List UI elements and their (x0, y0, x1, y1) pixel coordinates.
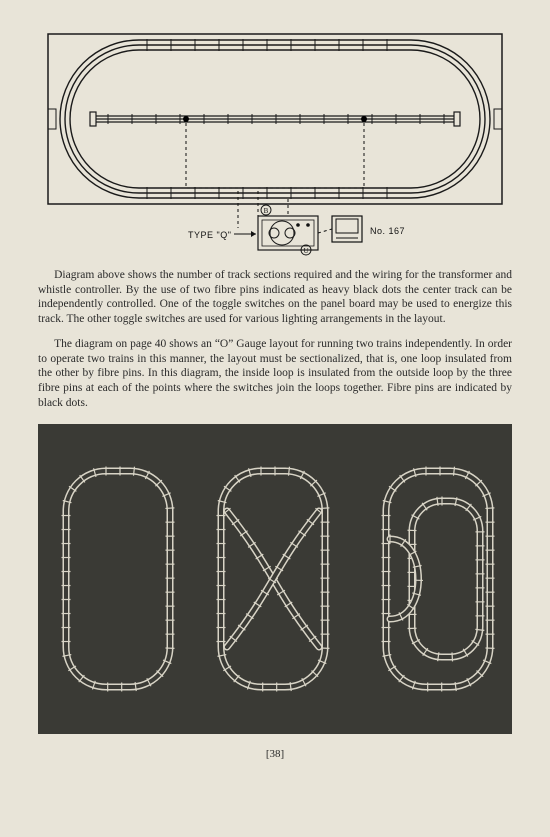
paragraph-2: The diagram on page 40 shows an “O” Gaug… (38, 337, 512, 411)
svg-text:B: B (264, 207, 269, 215)
svg-text:No. 167: No. 167 (370, 226, 405, 236)
svg-text:U: U (303, 247, 308, 255)
track-layouts-diagram (38, 424, 512, 734)
paragraph-1: Diagram above shows the number of track … (38, 268, 512, 327)
svg-text:TYPE "Q": TYPE "Q" (188, 230, 231, 240)
page-number: [38] (38, 748, 512, 760)
track-wiring-diagram: B U TYPE "Q" No. 167 (38, 28, 512, 258)
